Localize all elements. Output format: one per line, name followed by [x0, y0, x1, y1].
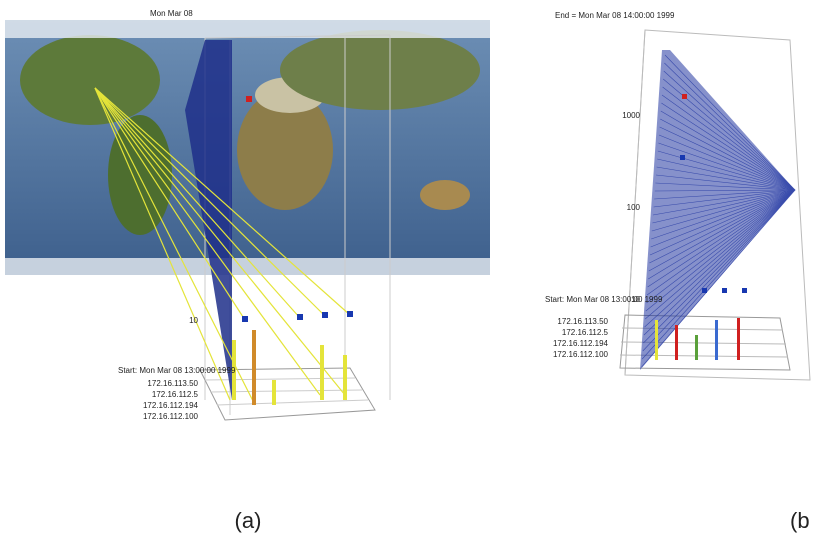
start-label: Start: Mon Mar 08 13:00:00 1999 — [545, 295, 663, 304]
caption: (a) — [235, 508, 262, 533]
world-map — [5, 20, 490, 275]
host-label: 172.16.112.194 — [143, 401, 199, 410]
figure: Mon Mar 08 10 Start: Mon Mar 08 13:00:00… — [0, 0, 815, 537]
axis-label: 100 — [627, 203, 641, 212]
host-label: 172.16.112.5 — [152, 390, 199, 399]
axis-label: 1000 — [622, 111, 640, 120]
host-label: 172.16.112.100 — [143, 412, 199, 421]
host-label: 172.16.112.194 — [553, 339, 609, 348]
start-label: Start: Mon Mar 08 13:00:00 1999 — [118, 366, 236, 375]
host-label: 172.16.113.50 — [557, 317, 608, 326]
axis-label: 10 — [189, 316, 198, 325]
host-label: 172.16.113.50 — [147, 379, 198, 388]
host-label: 172.16.112.100 — [553, 350, 609, 359]
caption: (b — [790, 508, 810, 533]
time-label: Mon Mar 08 — [150, 9, 193, 18]
end-label: End = Mon Mar 08 14:00:00 1999 — [555, 11, 675, 20]
host-label: 172.16.112.5 — [562, 328, 609, 337]
